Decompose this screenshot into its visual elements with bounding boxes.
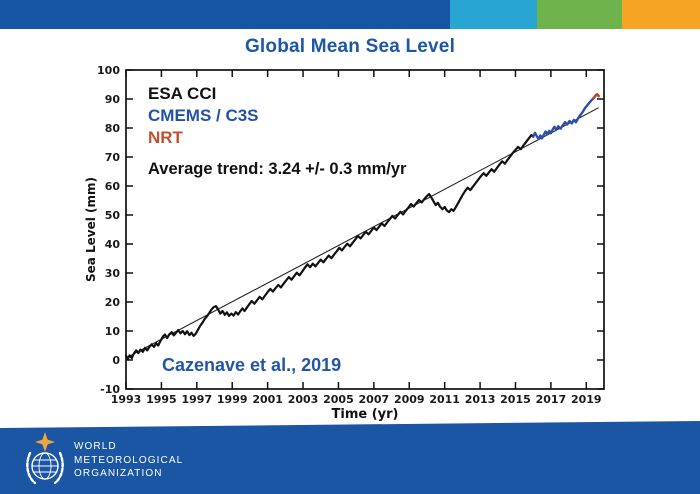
- top-accent-bar: [0, 0, 700, 29]
- x-tick-label: 2011: [429, 393, 460, 406]
- org-name-line1: WORLD: [74, 441, 117, 452]
- legend-cmems-c3s: CMEMS / C3S: [148, 106, 259, 125]
- org-name-line2: METEOROLOGICAL: [74, 454, 184, 466]
- y-tick-label: 60: [105, 180, 121, 193]
- logo-wreath-left: [26, 451, 37, 485]
- y-tick-label: 0: [112, 354, 120, 367]
- logo-wreath-right: [53, 451, 64, 485]
- series-line-nrt: [592, 93, 601, 100]
- y-axis-title: Sea Level (mm): [84, 177, 98, 282]
- x-tick-label: 1993: [111, 393, 142, 406]
- series-line-cmems-c3s: [532, 96, 595, 141]
- footer-band: WORLD METEOROLOGICAL ORGANIZATION: [0, 421, 700, 494]
- x-tick-label: 2007: [359, 393, 390, 406]
- accent-segment-blue: [0, 0, 450, 29]
- citation: Cazenave et al., 2019: [162, 355, 342, 375]
- x-tick-label: 2005: [323, 393, 354, 406]
- accent-segment-orange: [622, 0, 700, 29]
- x-tick-label: 2009: [394, 393, 425, 406]
- x-tick-label: 2015: [500, 393, 531, 406]
- x-tick-label: 2017: [536, 393, 567, 406]
- x-tick-label: 2003: [288, 393, 319, 406]
- x-axis-title: Time (yr): [332, 407, 399, 422]
- wmo-logo-icon: [26, 432, 64, 485]
- y-tick-label: 80: [105, 122, 121, 135]
- y-tick-label: 40: [105, 238, 121, 251]
- y-tick-label: 70: [105, 151, 121, 164]
- org-name-line3: ORGANIZATION: [74, 468, 163, 479]
- series-line-esa-cci: [124, 133, 535, 361]
- org-name: WORLD METEOROLOGICAL ORGANIZATION: [74, 440, 183, 481]
- trend-line: [125, 107, 599, 359]
- plot-frame: [125, 69, 605, 390]
- x-tick-label: 2019: [571, 393, 602, 406]
- x-tick-label: 1997: [182, 393, 213, 406]
- x-tick-label: 1999: [217, 393, 248, 406]
- y-tick-label: 20: [105, 296, 121, 309]
- legend-esa-cci: ESA CCI: [148, 84, 217, 103]
- page-title: Global Mean Sea Level: [244, 36, 456, 57]
- x-tick-label: 1995: [146, 393, 177, 406]
- x-tick-label: 2001: [252, 393, 283, 406]
- logo-star: [35, 432, 55, 452]
- accent-segment-green: [537, 0, 622, 29]
- y-tick-label: 30: [105, 267, 121, 280]
- x-tick-label: 2013: [465, 393, 496, 406]
- y-tick-label: 100: [97, 64, 120, 77]
- legend-nrt: NRT: [148, 128, 183, 147]
- y-tick-label: 10: [105, 325, 121, 338]
- accent-segment-cyan: [450, 0, 537, 29]
- y-tick-label: -10: [100, 383, 120, 396]
- y-tick-label: 50: [105, 209, 121, 222]
- average-trend-label: Average trend: 3.24 +/- 0.3 mm/yr: [148, 160, 407, 178]
- y-tick-label: 90: [105, 93, 121, 106]
